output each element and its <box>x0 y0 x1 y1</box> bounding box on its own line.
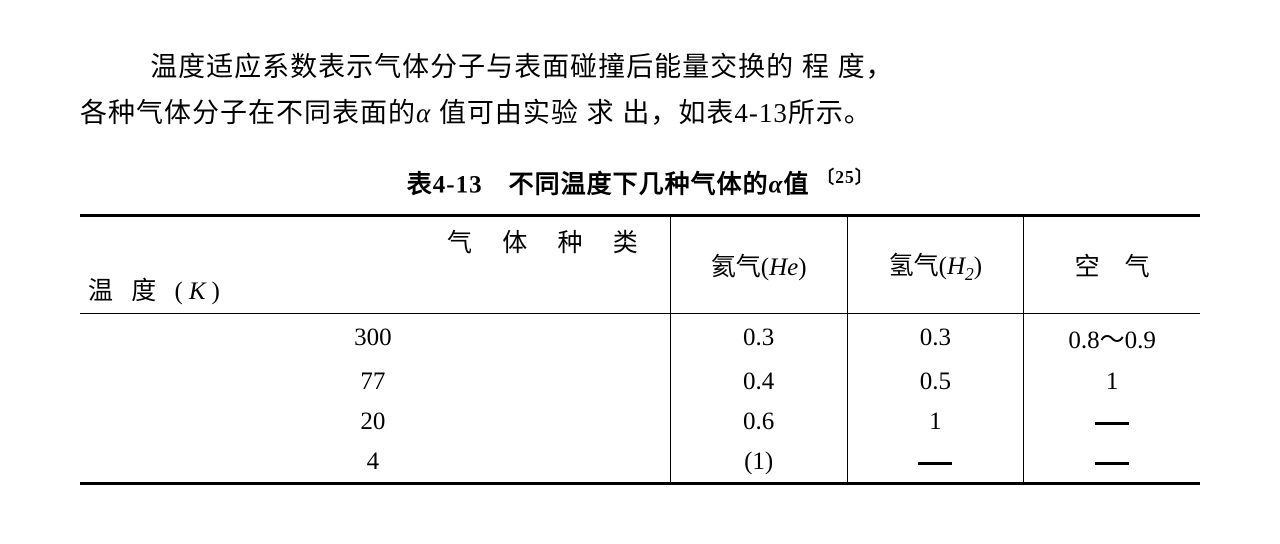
caption-label: 表4-13 <box>407 171 483 198</box>
alpha-symbol: α <box>416 98 431 128</box>
temp-cell: 300 <box>80 314 670 363</box>
value-cell: 0.3 <box>847 314 1024 363</box>
header-temperature: 温 度 (K) <box>88 271 226 307</box>
value-cell <box>1024 402 1200 442</box>
temp-cell: 4 <box>80 442 670 484</box>
temp-cell: 77 <box>80 362 670 402</box>
alpha-table: 气 体 种 类 温 度 (K) 氦气(He) 氢气(H2) 空 气 300 0.… <box>80 214 1200 485</box>
col-header-air: 空 气 <box>1024 216 1200 314</box>
value-cell: 1 <box>847 402 1024 442</box>
header-diagonal-cell: 气 体 种 类 温 度 (K) <box>80 216 670 314</box>
value-cell: 1 <box>1024 362 1200 402</box>
table-row: 300 0.3 0.3 0.8～0.9 <box>80 314 1200 363</box>
value-cell: 0.3 <box>670 314 847 363</box>
col-header-helium: 氦气(He) <box>670 216 847 314</box>
col-header-hydrogen: 氢气(H2) <box>847 216 1024 314</box>
header-gas-kind: 气 体 种 类 <box>447 223 650 259</box>
value-cell: 0.5 <box>847 362 1024 402</box>
caption-ref: 〔25〕 <box>817 167 874 187</box>
table-row: 77 0.4 0.5 1 <box>80 362 1200 402</box>
temp-cell: 20 <box>80 402 670 442</box>
table-row: 20 0.6 1 <box>80 402 1200 442</box>
value-cell: (1) <box>670 442 847 484</box>
caption-title: 不同温度下几种气体的 <box>509 171 769 198</box>
value-cell: 0.8～0.9 <box>1024 314 1200 363</box>
value-cell: 0.6 <box>670 402 847 442</box>
caption-alpha: α <box>769 171 784 198</box>
value-cell: 0.4 <box>670 362 847 402</box>
para-line2-pre: 各种气体分子在不同表面的 <box>80 98 416 128</box>
dash-icon <box>918 462 952 465</box>
value-cell <box>847 442 1024 484</box>
table-caption: 表4-13 不同温度下几种气体的α值 〔25〕 <box>80 164 1200 200</box>
caption-title-post: 值 <box>783 171 809 198</box>
value-cell <box>1024 442 1200 484</box>
dash-icon <box>1095 462 1129 465</box>
para-line1: 温度适应系数表示气体分子与表面碰撞后能量交换的 程 度， <box>150 52 894 82</box>
dash-icon <box>1095 422 1129 425</box>
intro-paragraph: 温度适应系数表示气体分子与表面碰撞后能量交换的 程 度， 各种气体分子在不同表面… <box>80 45 1200 137</box>
table-row: 4 (1) <box>80 442 1200 484</box>
document-page: 温度适应系数表示气体分子与表面碰撞后能量交换的 程 度， 各种气体分子在不同表面… <box>0 0 1280 485</box>
para-line2-post: 值可由实验 求 出，如表4-13所示。 <box>439 98 872 128</box>
table-header-row: 气 体 种 类 温 度 (K) 氦气(He) 氢气(H2) 空 气 <box>80 216 1200 314</box>
